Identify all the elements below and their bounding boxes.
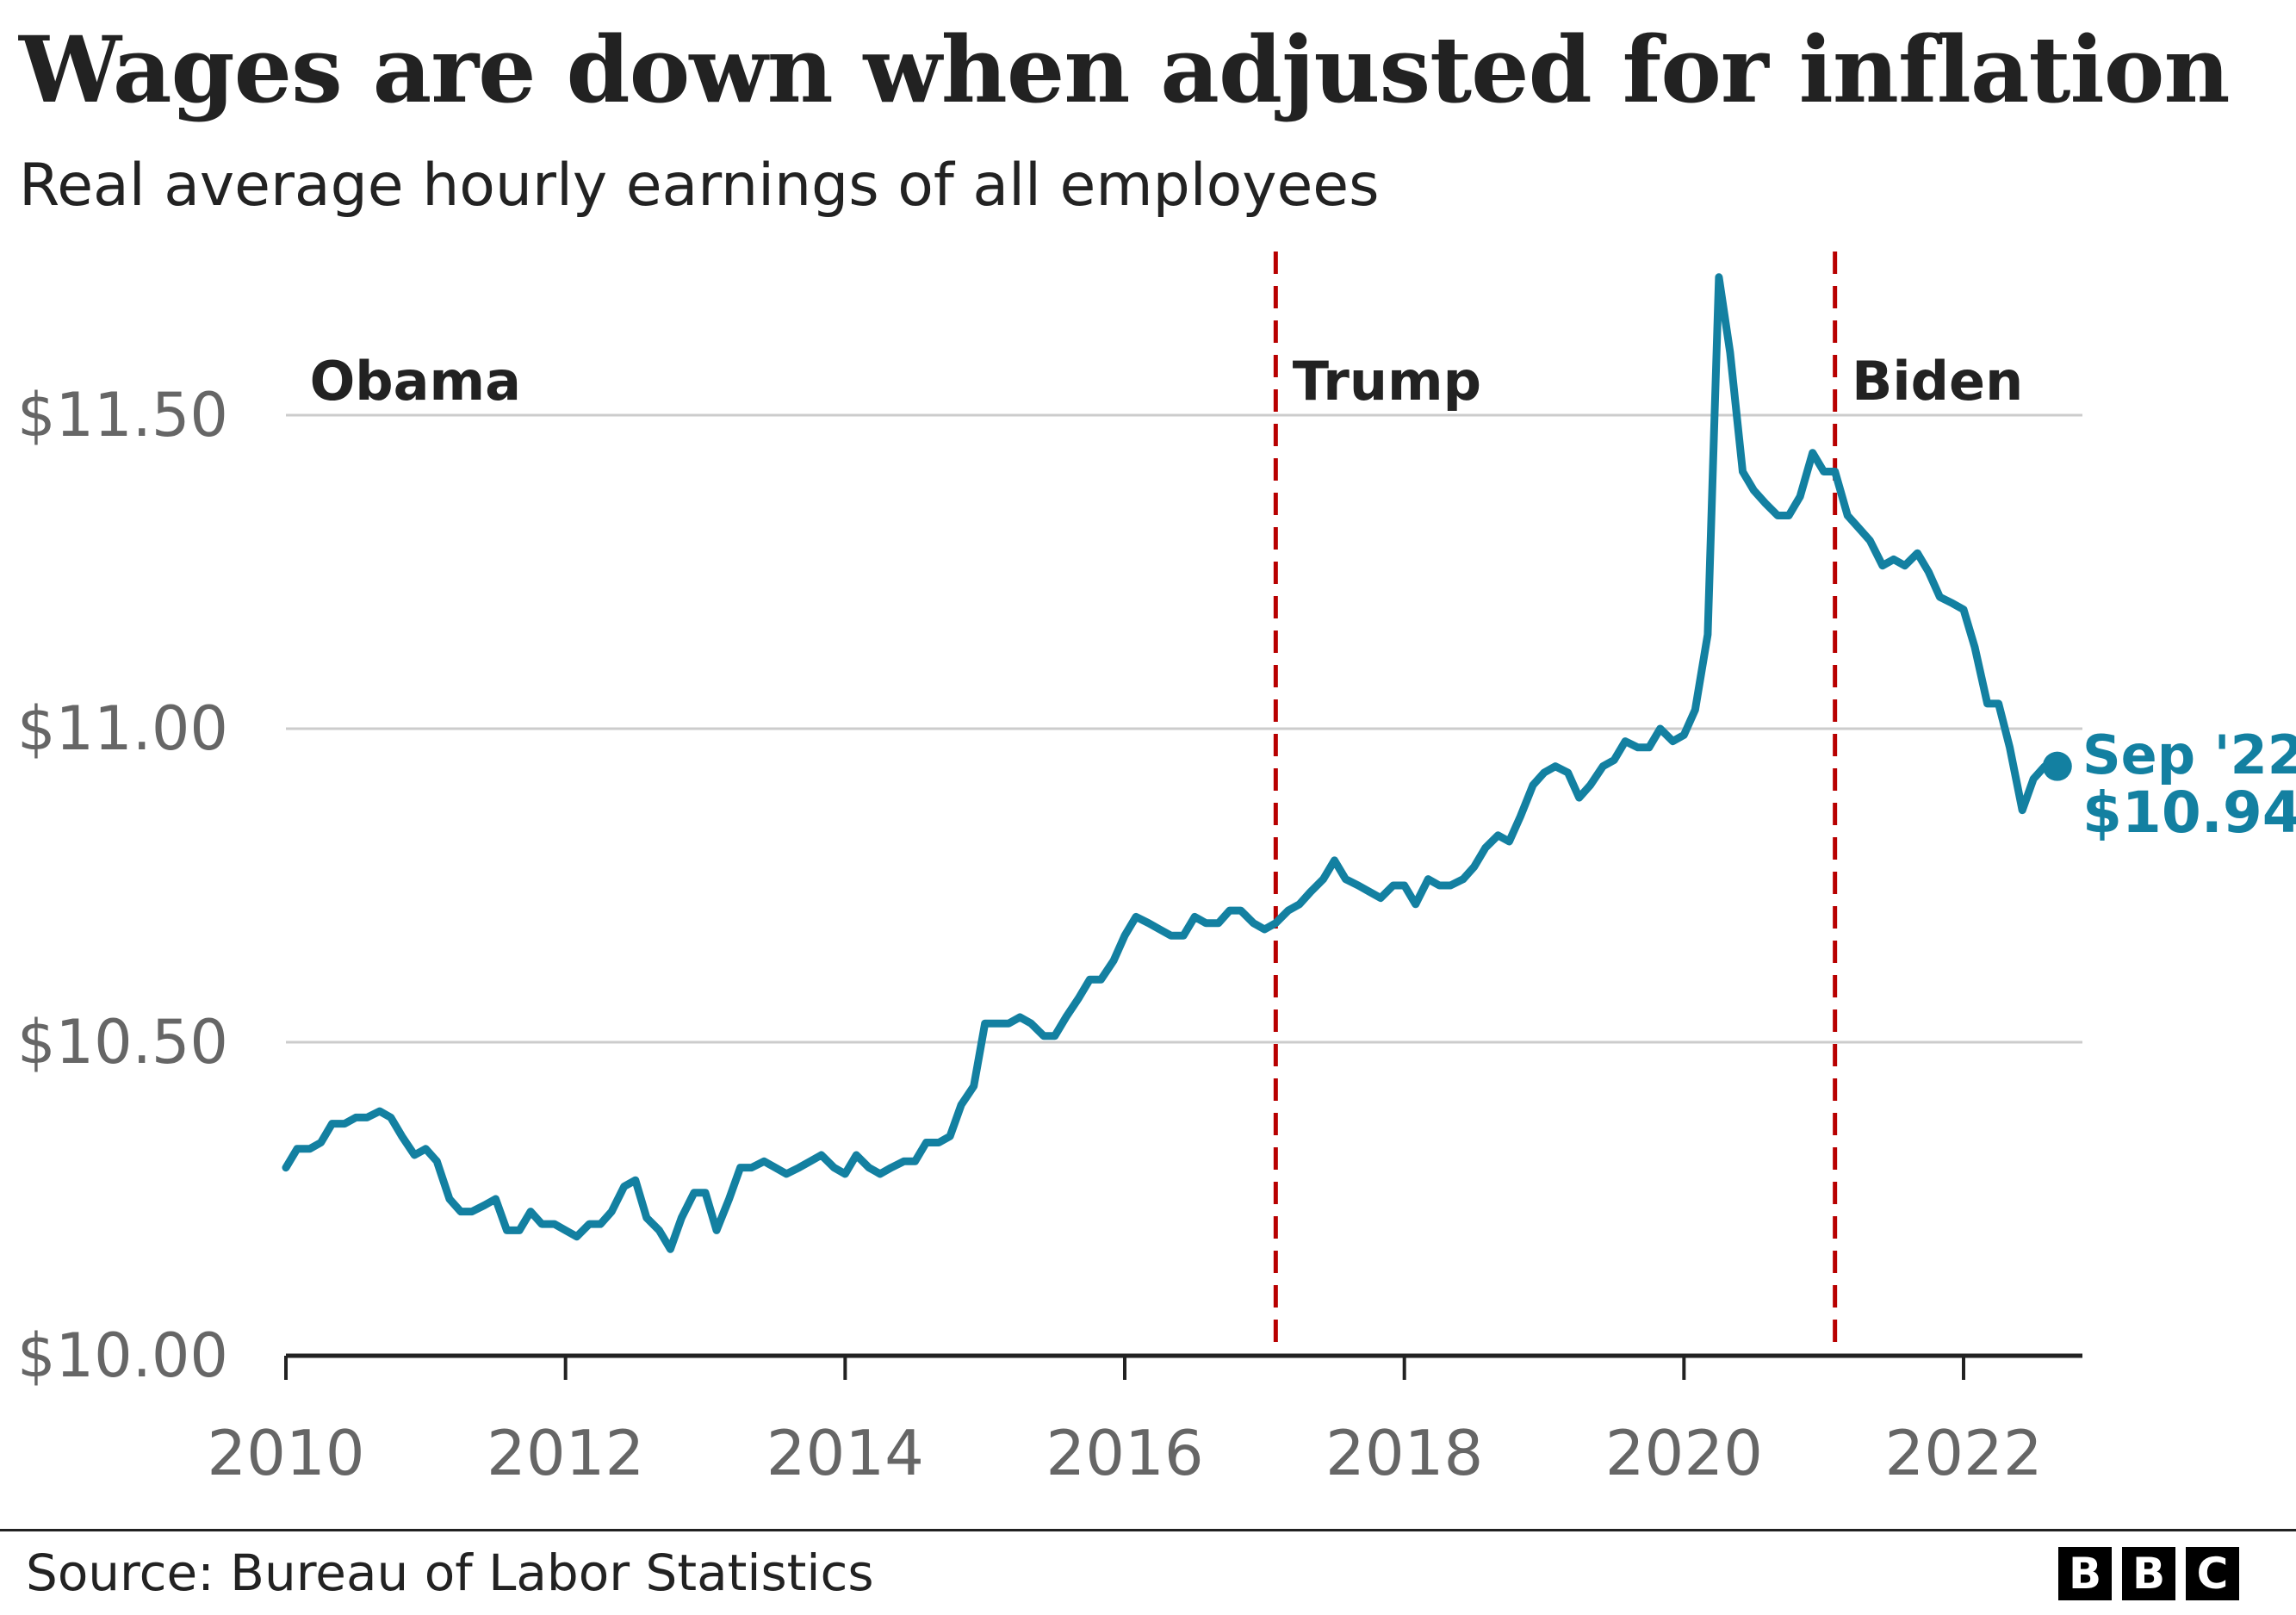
x-tick-label: 2020 (1605, 1417, 1763, 1489)
endpoint-marker (2042, 751, 2072, 781)
endpoint-annotation: Sep '22$10.94 (2042, 724, 2296, 846)
y-axis-tick-labels: $10.00 $10.50 $11.00 $11.50 (17, 380, 228, 1391)
period-label: Trump (1293, 350, 1481, 413)
x-tick-label: 2010 (207, 1417, 364, 1489)
bbc-logo-letter: C (2186, 1547, 2239, 1600)
administration-dividers (1273, 252, 1838, 1356)
bbc-logo-letter: B (2122, 1547, 2175, 1600)
x-axis (284, 1353, 2082, 1380)
x-tick-label: 2014 (766, 1417, 924, 1489)
bbc-logo-letter: B (2058, 1547, 2112, 1600)
administration-labels: Obama Trump Biden (310, 350, 2024, 413)
line-chart: $10.00 $10.50 $11.00 $11.50 Obama Trump Biden… (17, 252, 2296, 1489)
x-tick-label: 2012 (487, 1417, 644, 1489)
y-tick-label: $11.50 (17, 380, 228, 450)
x-tick-label: 2018 (1325, 1417, 1483, 1489)
y-tick-label: $10.00 (17, 1320, 228, 1391)
endpoint-date-label: Sep '22 (2082, 724, 2296, 786)
x-axis-tick-labels: 2010 2012 2014 2016 2018 2020 2022 (207, 1417, 2042, 1489)
y-tick-label: $10.50 (17, 1007, 228, 1078)
series-layer (282, 273, 2062, 1253)
y-tick-label: $11.00 (17, 693, 228, 764)
series-line (282, 273, 2062, 1253)
x-tick-label: 2016 (1046, 1417, 1203, 1489)
bbc-logo: B B C (2058, 1547, 2239, 1600)
source-note: Source: Bureau of Labor Statistics (26, 1544, 874, 1602)
grid-lines (286, 413, 2082, 1044)
endpoint-value-label: $10.94 (2082, 780, 2296, 846)
x-tick-label: 2022 (1884, 1417, 2042, 1489)
footer-divider (0, 1529, 2296, 1531)
period-label: Biden (1852, 350, 2023, 413)
chart-title: Wages are down when adjusted for inflati… (19, 16, 2231, 123)
period-label: Obama (310, 350, 521, 413)
chart-subtitle: Real average hourly earnings of all empl… (19, 152, 1380, 220)
